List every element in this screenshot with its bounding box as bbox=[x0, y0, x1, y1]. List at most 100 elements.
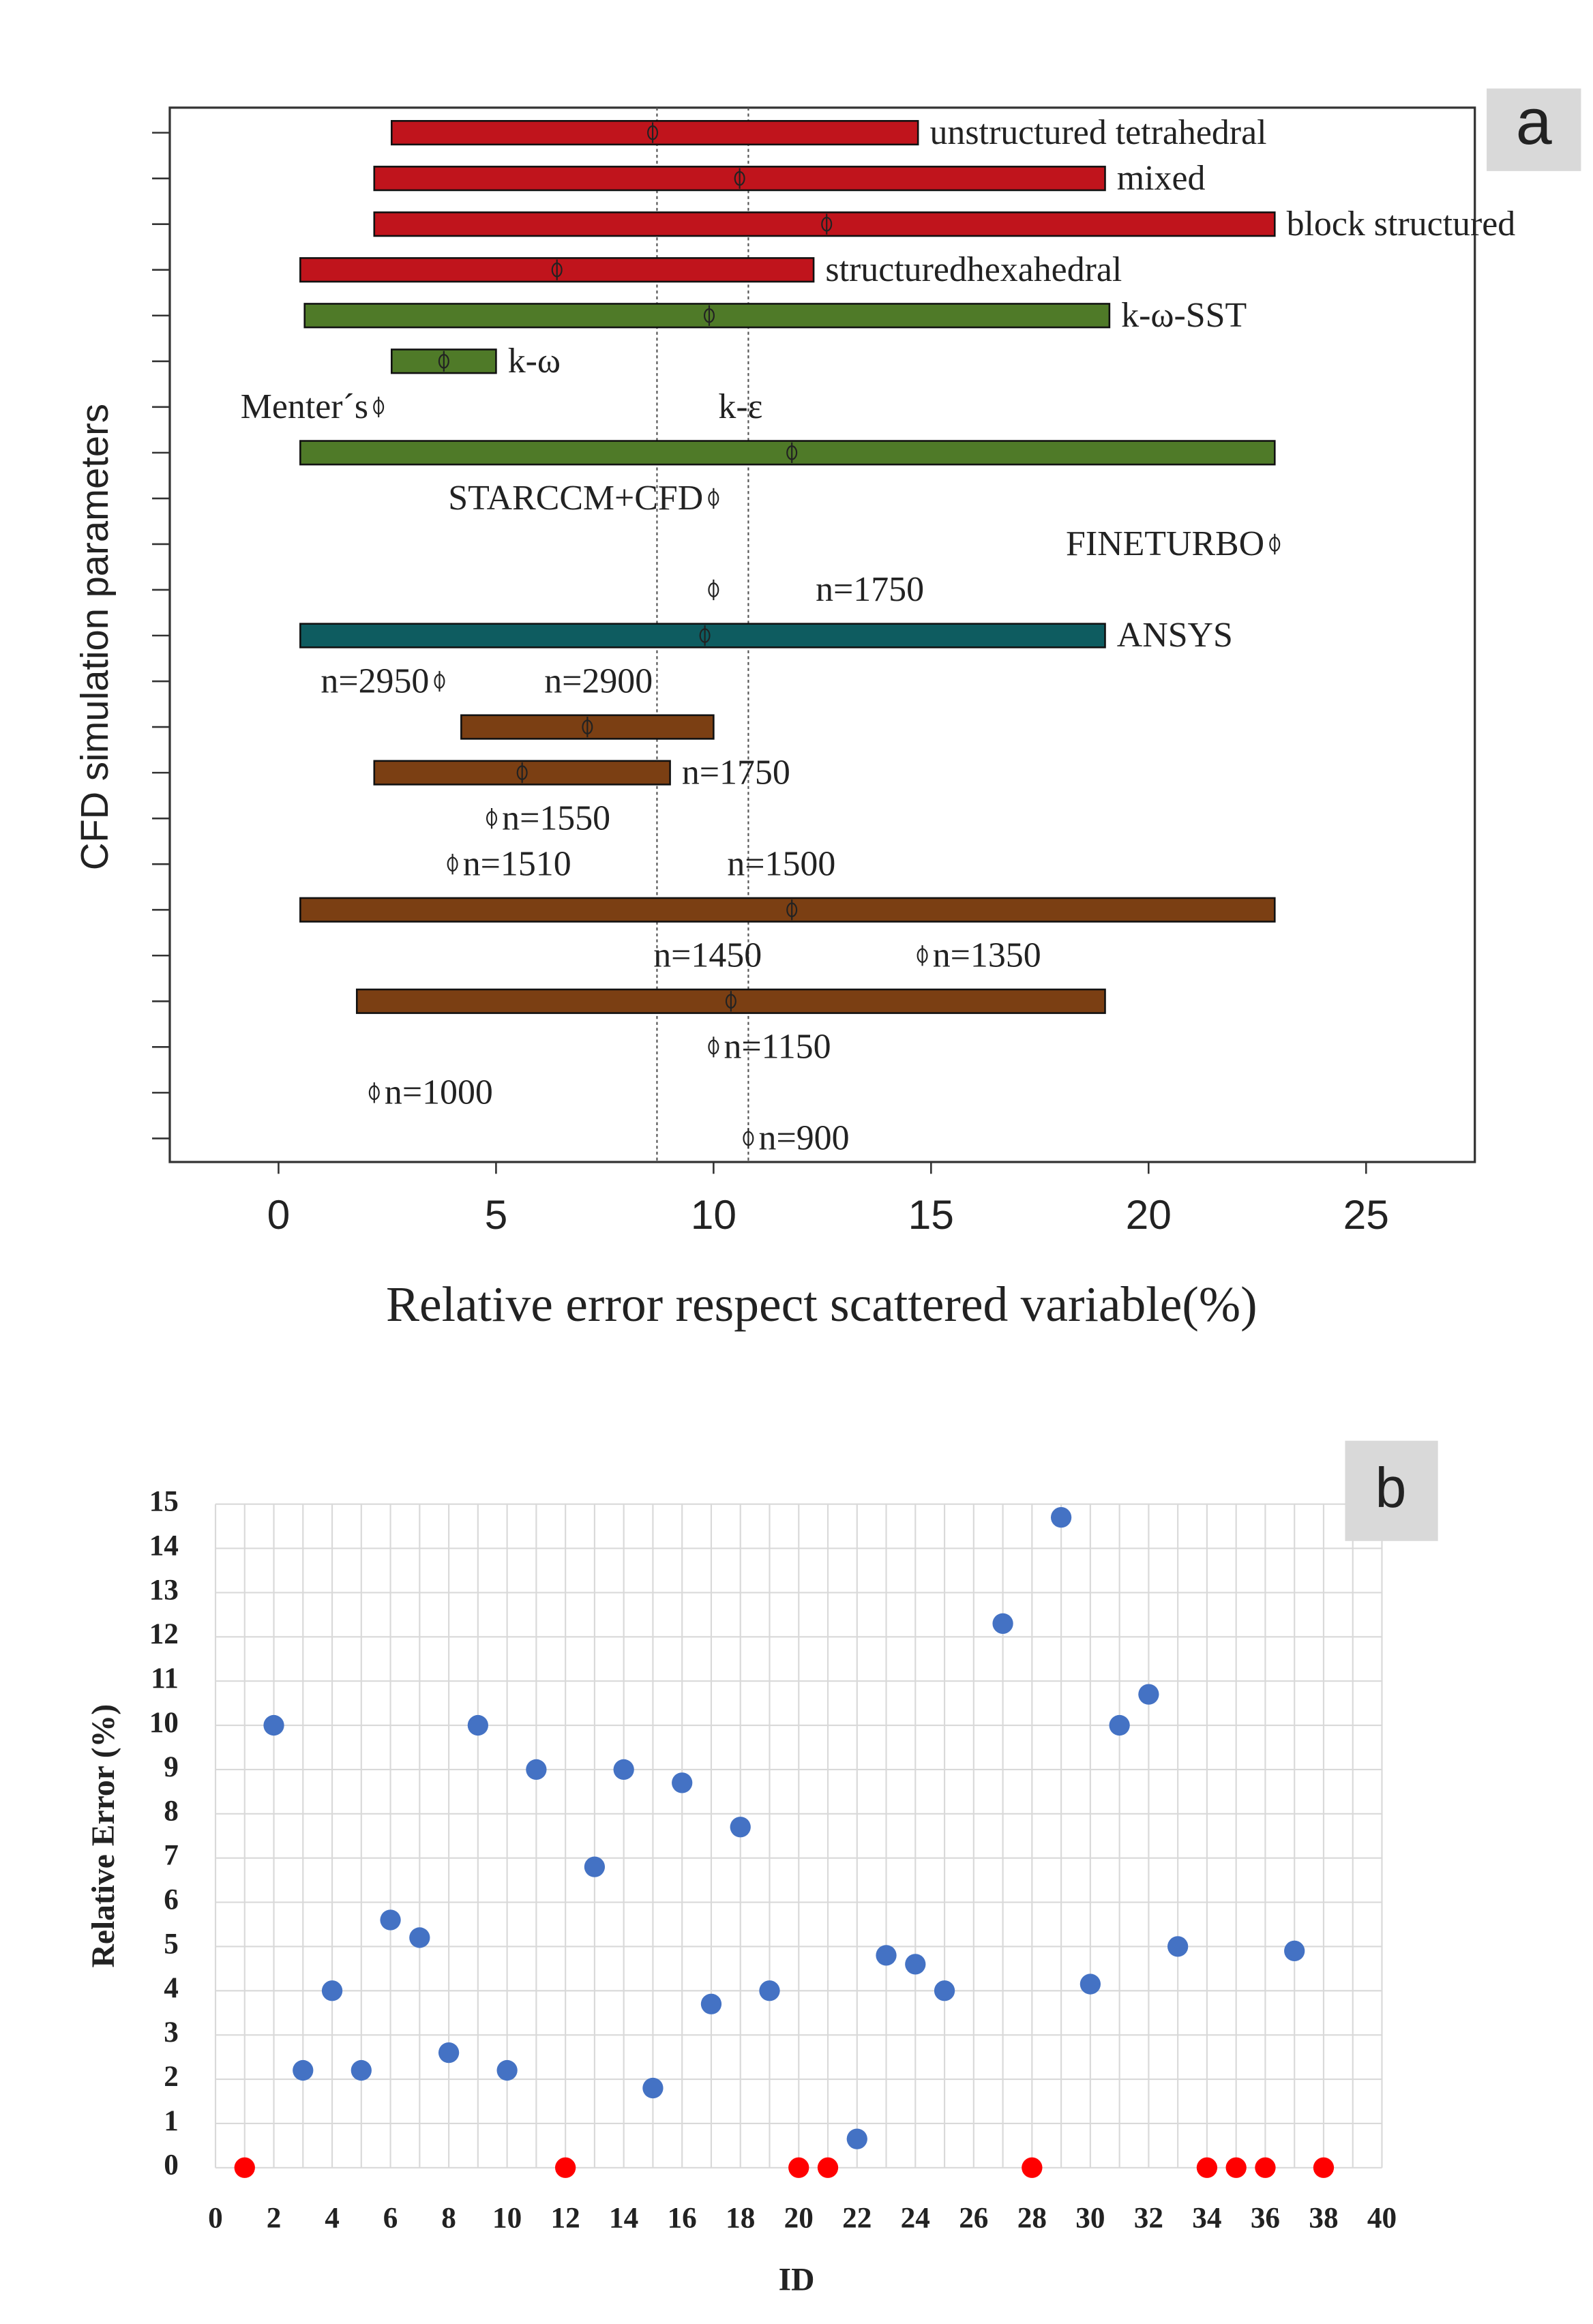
point bbox=[351, 2059, 372, 2081]
point bbox=[380, 1909, 401, 1931]
point bbox=[992, 1613, 1013, 1634]
y-axis-title: Relative Error (%) bbox=[86, 1704, 121, 1968]
point bbox=[263, 1714, 284, 1736]
point bbox=[700, 1993, 722, 2014]
mean-marker bbox=[917, 945, 928, 966]
x-axis-title: ID bbox=[779, 2262, 815, 2297]
x-tick-label: 16 bbox=[668, 2202, 697, 2235]
y-tick-label: 2 bbox=[164, 2060, 179, 2093]
point bbox=[934, 1980, 955, 2001]
mean-marker bbox=[821, 213, 833, 235]
mean-marker bbox=[708, 488, 719, 509]
point bbox=[1050, 1507, 1072, 1528]
marker-ring bbox=[551, 262, 563, 278]
y-tick-label: 10 bbox=[149, 1706, 179, 1739]
mean-marker bbox=[438, 351, 449, 372]
y-axis-title: CFD simulation parameters bbox=[73, 404, 116, 870]
marker-ring bbox=[447, 856, 458, 872]
point bbox=[817, 2157, 839, 2178]
x-tick-label: 14 bbox=[609, 2202, 638, 2235]
x-tick-label: 34 bbox=[1192, 2202, 1221, 2235]
y-tick-label: 11 bbox=[151, 1662, 179, 1695]
marker-ring bbox=[703, 308, 715, 323]
x-tick-label: 6 bbox=[383, 2202, 398, 2235]
y-tick-label: 8 bbox=[164, 1795, 179, 1828]
mean-marker bbox=[582, 716, 593, 738]
point bbox=[846, 2128, 867, 2149]
annotation: STARCCM+CFD bbox=[448, 479, 703, 518]
x-tick-label: 10 bbox=[492, 2202, 522, 2235]
marker-ring bbox=[725, 994, 736, 1009]
y-tick-label: 12 bbox=[149, 1618, 179, 1650]
x-tick-label: 32 bbox=[1134, 2202, 1163, 2235]
mean-marker bbox=[486, 808, 498, 829]
point bbox=[584, 1856, 606, 1877]
annotation: Menter´s bbox=[241, 387, 368, 426]
annotation: n=1350 bbox=[933, 936, 1041, 974]
mean-marker bbox=[434, 670, 445, 692]
annotation: n=1500 bbox=[727, 844, 835, 883]
x-tick-label: 15 bbox=[908, 1191, 954, 1238]
panel-tag-box bbox=[1487, 88, 1581, 171]
x-tick-label: 18 bbox=[726, 2202, 755, 2235]
mean-marker bbox=[447, 854, 458, 875]
marker-ring bbox=[438, 353, 449, 369]
bar-label: ANSYS bbox=[1117, 616, 1233, 655]
annotation: n=1450 bbox=[653, 936, 762, 974]
marker-ring bbox=[786, 445, 798, 460]
mean-marker bbox=[1269, 533, 1281, 555]
point bbox=[1284, 1940, 1305, 1962]
y-tick-label: 4 bbox=[164, 1971, 179, 2004]
point bbox=[555, 2157, 576, 2178]
point bbox=[876, 1945, 897, 1966]
mean-marker bbox=[703, 305, 715, 326]
marker-ring bbox=[786, 902, 798, 918]
bar-label: k-ω bbox=[508, 342, 561, 381]
point bbox=[905, 1954, 926, 1975]
mean-marker bbox=[786, 442, 798, 464]
x-tick-label: 0 bbox=[208, 2202, 223, 2235]
x-tick-label: 5 bbox=[485, 1191, 508, 1238]
marker-ring bbox=[582, 719, 593, 734]
point bbox=[759, 1980, 780, 2001]
x-tick-label: 2 bbox=[267, 2202, 282, 2235]
mean-marker bbox=[708, 1037, 719, 1058]
mean-marker bbox=[708, 579, 719, 601]
x-tick-label: 20 bbox=[784, 2202, 814, 2235]
point bbox=[613, 1759, 634, 1781]
x-tick-label: 4 bbox=[325, 2202, 340, 2235]
x-tick-label: 28 bbox=[1017, 2202, 1047, 2235]
x-tick-label: 0 bbox=[267, 1191, 291, 1238]
point bbox=[1313, 2157, 1335, 2178]
y-tick-label: 15 bbox=[149, 1485, 179, 1518]
marker-ring bbox=[708, 582, 719, 597]
panel-tag: b bbox=[1375, 1457, 1407, 1519]
point bbox=[321, 1980, 343, 2001]
mean-marker bbox=[551, 259, 563, 280]
x-tick-label: 25 bbox=[1343, 1191, 1389, 1238]
y-tick-label: 5 bbox=[164, 1927, 179, 1960]
y-tick-label: 3 bbox=[164, 2016, 179, 2049]
y-tick-label: 1 bbox=[164, 2104, 179, 2137]
marker-ring bbox=[486, 811, 498, 826]
mean-marker bbox=[373, 396, 385, 417]
x-tick-label: 22 bbox=[842, 2202, 872, 2235]
x-axis-title: Relative error respect scattered variabl… bbox=[386, 1276, 1257, 1332]
mean-marker bbox=[516, 762, 528, 784]
bar-label: k-ω-SST bbox=[1121, 296, 1247, 335]
y-tick-label: 0 bbox=[164, 2149, 179, 2181]
bar-label: mixed bbox=[1117, 159, 1206, 198]
point bbox=[730, 1817, 751, 1838]
x-tick-label: 10 bbox=[691, 1191, 736, 1238]
panel-tag: a bbox=[1516, 86, 1552, 158]
annotation: n=2900 bbox=[544, 661, 653, 700]
x-tick-label: 8 bbox=[441, 2202, 456, 2235]
annotation: n=2950 bbox=[321, 661, 429, 700]
mean-marker bbox=[699, 625, 711, 646]
point bbox=[438, 2042, 460, 2064]
marker-ring bbox=[373, 400, 385, 415]
point bbox=[467, 1714, 488, 1736]
point bbox=[409, 1927, 430, 1948]
point bbox=[1167, 1936, 1189, 1957]
y-tick-label: 9 bbox=[164, 1751, 179, 1783]
